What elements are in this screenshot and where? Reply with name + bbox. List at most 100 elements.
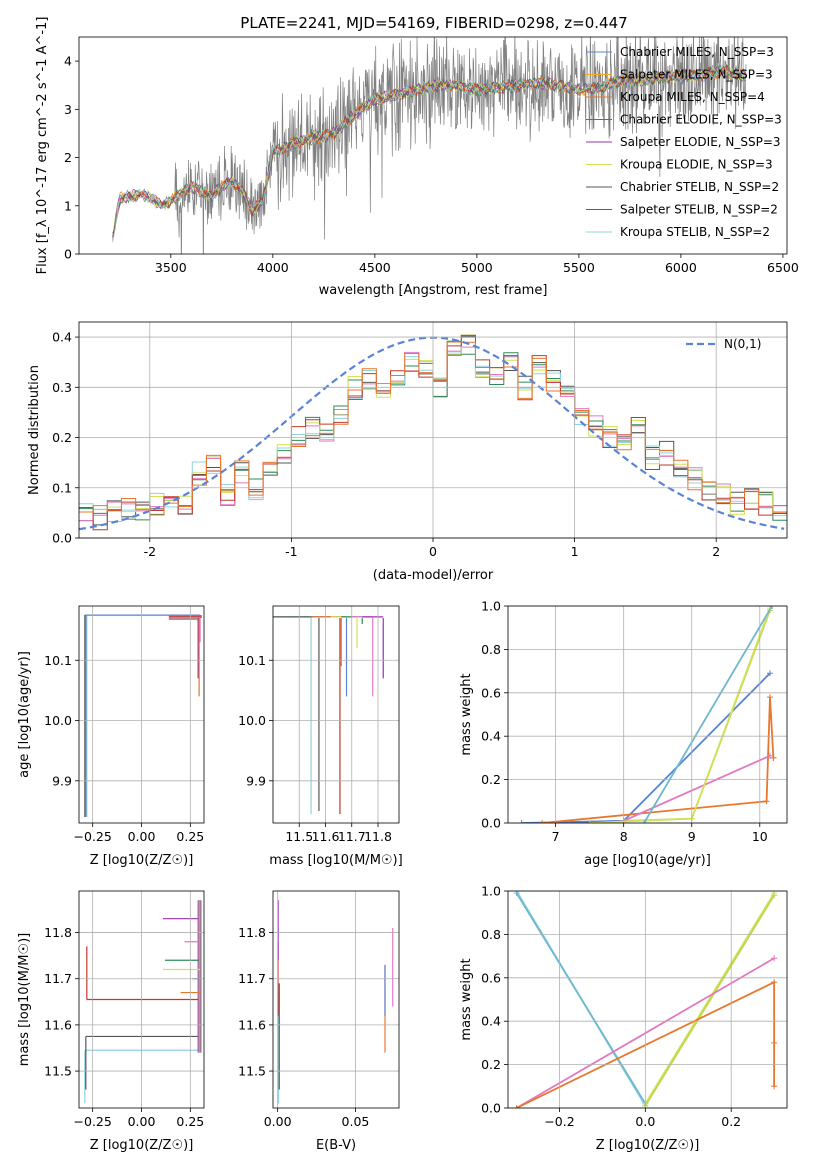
y-tick-label: 3 bbox=[64, 102, 72, 117]
legend-entry: Salpeter MILES, N_SSP=3 bbox=[620, 68, 773, 82]
x-tick-label: 4000 bbox=[257, 260, 289, 275]
x-axis-label: (data-model)/error bbox=[373, 568, 494, 583]
y-tick-label: 11.5 bbox=[238, 1064, 266, 1079]
y-tick-label: 1 bbox=[64, 198, 72, 213]
x-axis-label: Z [log10(Z/Z☉)] bbox=[90, 853, 194, 868]
y-tick-label: 1.0 bbox=[481, 599, 501, 614]
chart-age-vs-Z: −0.25 0.00 0.25 9.9 10.0 10.1 Z [log10(Z/Z☉)] a… bbox=[17, 605, 205, 868]
chart-age-vs-mass: 11.511.611.711.8 9.9 10.0 10.1 mass [log10(M… bbox=[238, 605, 403, 868]
figure-title: PLATE=2241, MJD=54169, FIBERID=0298, z=0… bbox=[240, 14, 627, 32]
data-point bbox=[769, 606, 776, 609]
legend-entry: Salpeter ELODIE, N_SSP=3 bbox=[620, 135, 781, 149]
chart-mass-vs-Z: −0.25 0.00 0.25 11.5 11.6 11.7 11.8 Z [log10(Z/… bbox=[17, 890, 205, 1153]
plot-area bbox=[84, 614, 202, 817]
y-tick-label: 2 bbox=[64, 150, 72, 165]
y-tick-label: 0.0 bbox=[481, 1101, 501, 1116]
data-point bbox=[766, 694, 773, 701]
series-line bbox=[623, 754, 771, 822]
y-tick-label: 11.5 bbox=[44, 1064, 72, 1079]
axes-frame bbox=[272, 605, 400, 824]
y-tick-label: 0.1 bbox=[52, 480, 72, 495]
y-tick-label: 0.6 bbox=[481, 970, 501, 985]
x-tick-label: 0.00 bbox=[264, 1114, 292, 1129]
x-tick-label: 9 bbox=[688, 829, 696, 844]
data-point bbox=[771, 892, 778, 899]
data-point bbox=[766, 752, 773, 759]
data-point bbox=[518, 820, 525, 823]
y-tick-label: 0.4 bbox=[481, 729, 501, 744]
model-line bbox=[112, 65, 746, 240]
y-tick-label: 11.6 bbox=[44, 1017, 72, 1032]
axes-frame bbox=[507, 890, 788, 1109]
chart-mass-weight-vs-age: 7 8 9 10 0.0 0.2 0.4 0.6 0.8 1.0 age [log10(age/yr… bbox=[459, 599, 788, 868]
x-tick-label: 4500 bbox=[359, 260, 391, 275]
x-tick-label: 0 bbox=[429, 544, 437, 559]
x-tick-label: 11.5 bbox=[285, 829, 313, 844]
x-tick-label: 1 bbox=[571, 544, 579, 559]
chart-mass-vs-EBV: 0.00 0.05 11.5 11.6 11.7 11.8 E(B-V) bbox=[238, 890, 400, 1153]
x-tick-label: −0.2 bbox=[544, 1114, 574, 1129]
chart-mass-weight-vs-Z: −0.2 0.0 0.2 0.0 0.2 0.4 0.6 0.8 1.0 Z [log10(Z/Z… bbox=[459, 884, 788, 1153]
y-tick-label: 0.4 bbox=[481, 1014, 501, 1029]
axes-frame bbox=[78, 36, 788, 255]
data-point bbox=[641, 820, 648, 823]
axes-frame bbox=[78, 890, 205, 1109]
series-line bbox=[643, 606, 773, 823]
axes-frame bbox=[78, 321, 788, 539]
y-tick-label: 10.1 bbox=[44, 653, 72, 668]
y-axis-label: mass weight bbox=[459, 958, 474, 1040]
x-axis-label: wavelength [Angstrom, rest frame] bbox=[319, 283, 548, 298]
y-tick-label: 11.7 bbox=[238, 971, 266, 986]
x-tick-label: 0.25 bbox=[176, 1114, 204, 1129]
series-line bbox=[644, 894, 775, 1107]
y-tick-label: 10.0 bbox=[44, 713, 72, 728]
x-axis-label: mass [log10(M/M☉)] bbox=[269, 853, 402, 868]
y-tick-label: 0.6 bbox=[481, 685, 501, 700]
chart-residuals: -2 -1 0 1 2 0.0 0.1 0.2 0.3 0.4 (data-model)/error… bbox=[27, 321, 788, 583]
x-axis-label: Z [log10(Z/Z☉)] bbox=[596, 1138, 700, 1153]
y-tick-label: 4 bbox=[64, 54, 72, 69]
y-tick-label: 11.8 bbox=[44, 925, 72, 940]
y-tick-label: 10.1 bbox=[238, 653, 266, 668]
data-point bbox=[771, 979, 778, 986]
data-point bbox=[763, 798, 770, 805]
plot-area bbox=[84, 900, 202, 1104]
series-line bbox=[644, 892, 775, 1105]
y-tick-label: 11.7 bbox=[44, 971, 72, 986]
series-line bbox=[541, 697, 775, 823]
axes-frame bbox=[272, 890, 400, 1109]
x-tick-label: 0.00 bbox=[128, 829, 156, 844]
plot-area bbox=[277, 900, 394, 1104]
legend-entry: Chabrier ELODIE, N_SSP=3 bbox=[620, 113, 782, 127]
data-point bbox=[586, 820, 593, 823]
y-axis-label: Flux [f_λ 10^-17 erg cm^-2 s^-1 A^-1] bbox=[35, 17, 50, 275]
legend-entry: Chabrier STELIB, N_SSP=2 bbox=[620, 180, 779, 194]
data-point bbox=[766, 670, 773, 677]
legend-entry: Kroupa ELODIE, N_SSP=3 bbox=[620, 158, 773, 172]
x-tick-label: 6500 bbox=[767, 260, 799, 275]
x-tick-label: 0.00 bbox=[128, 1114, 156, 1129]
y-axis-label: Normed distribution bbox=[27, 365, 42, 495]
x-tick-label: -1 bbox=[285, 544, 297, 559]
x-tick-label: -2 bbox=[144, 544, 156, 559]
data-point bbox=[770, 754, 777, 761]
x-tick-label: −0.25 bbox=[74, 1114, 112, 1129]
series-line bbox=[515, 892, 647, 1105]
y-tick-label: 11.6 bbox=[238, 1017, 266, 1032]
y-tick-label: 0.0 bbox=[481, 816, 501, 831]
y-tick-label: 0 bbox=[64, 247, 72, 262]
y-tick-label: 11.8 bbox=[238, 925, 266, 940]
y-tick-label: 0.8 bbox=[481, 642, 501, 657]
y-tick-label: 0.4 bbox=[52, 330, 72, 345]
y-tick-label: 0.2 bbox=[52, 430, 72, 445]
x-axis-label: age [log10(age/yr)] bbox=[584, 853, 711, 868]
plots-layer: 3500 4000 4500 5000 5500 6000 6500 0 1 2 3 4 wavelen… bbox=[17, 17, 799, 1153]
data-point bbox=[513, 1105, 520, 1108]
data-point bbox=[539, 820, 546, 823]
x-tick-label: 5500 bbox=[563, 260, 595, 275]
x-tick-label: 0.05 bbox=[342, 1114, 370, 1129]
x-tick-label: 7 bbox=[552, 829, 560, 844]
y-axis-label: mass weight bbox=[459, 673, 474, 755]
y-tick-label: 0.0 bbox=[52, 531, 72, 546]
legend-entry: Kroupa MILES, N_SSP=4 bbox=[620, 90, 765, 104]
